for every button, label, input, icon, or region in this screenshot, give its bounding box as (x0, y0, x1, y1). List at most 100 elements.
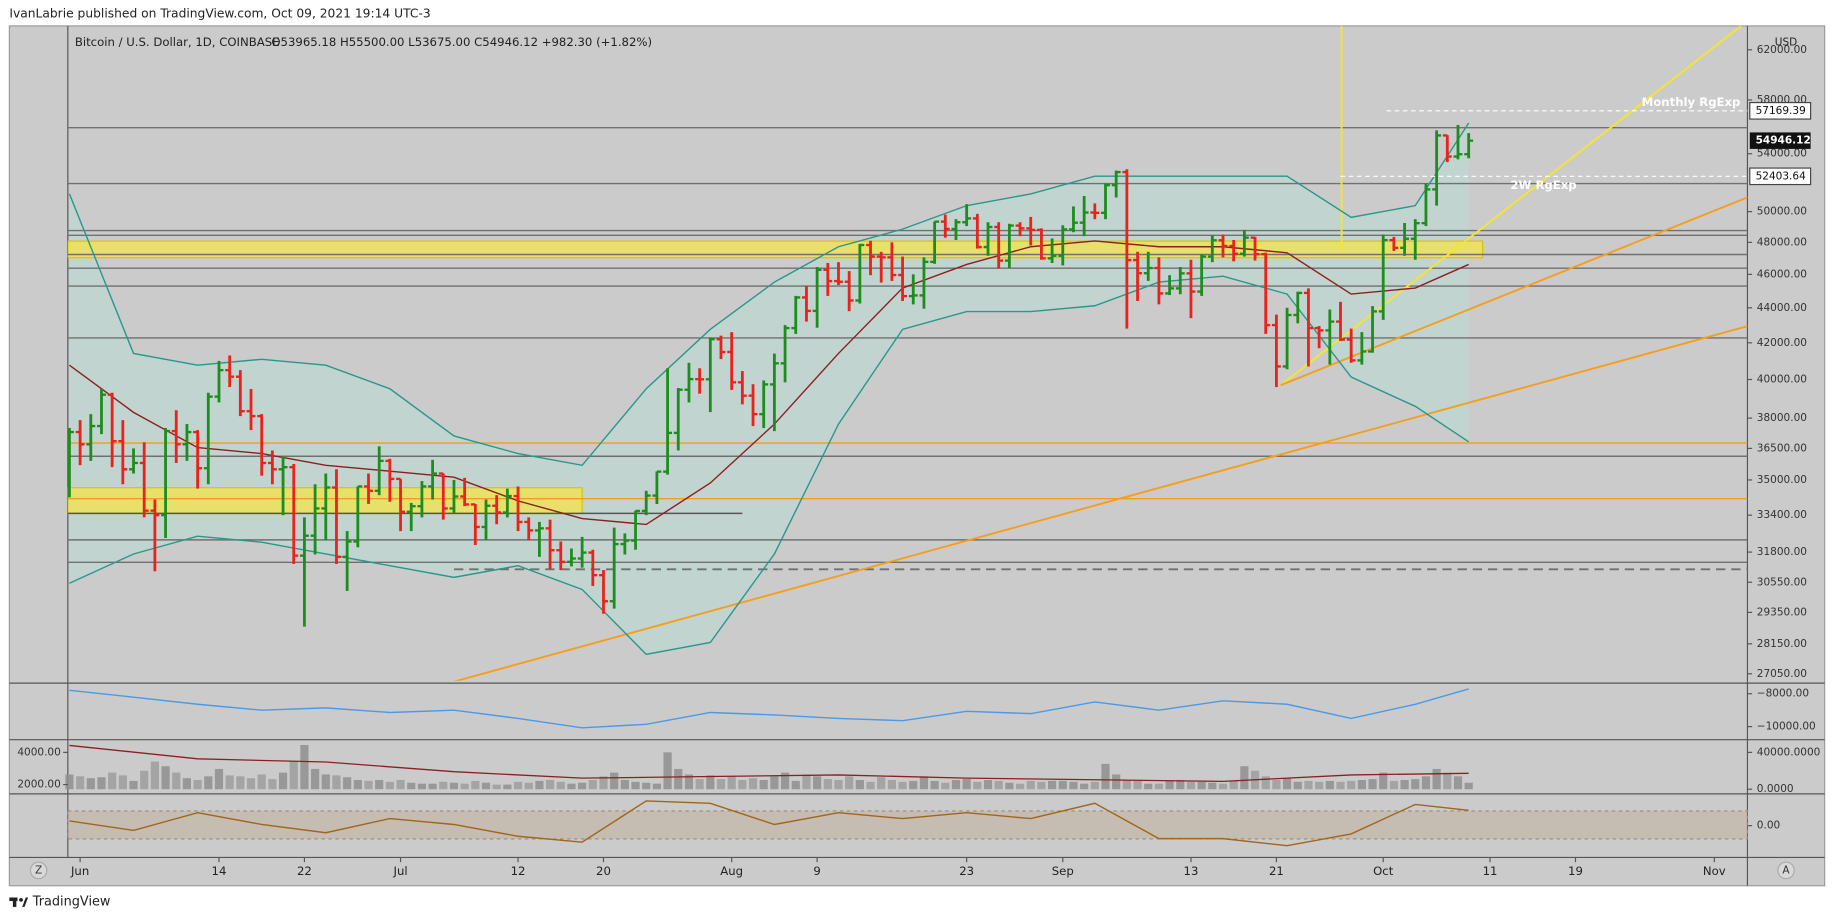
x-tick-label: 19 (1568, 864, 1583, 878)
volume-bar (172, 772, 181, 790)
volume-bar (738, 779, 747, 790)
volume-bar (1122, 779, 1131, 790)
volume-bar (428, 783, 437, 790)
x-tick-label: Aug (720, 864, 743, 878)
x-tick-label: 14 (212, 864, 227, 878)
volume-bar (684, 774, 694, 790)
volume-bar (1379, 772, 1388, 790)
main-pane (67, 25, 1748, 681)
volume-bar (449, 782, 459, 790)
ohlc-readout: O53965.18 H55500.00 L53675.00 C54946.12 … (271, 35, 652, 49)
axis-unit: USD (1775, 36, 1797, 48)
volume-bar (716, 779, 726, 790)
volume-bar (86, 778, 95, 790)
volume-bar (1368, 779, 1377, 790)
volume-bar (1443, 772, 1452, 790)
x-tick-label: 21 (1269, 864, 1284, 878)
price-tag-label: 52403.64 (1756, 170, 1806, 182)
publish-header: IvanLabrie published on TradingView.com,… (9, 7, 430, 21)
volume-bar (780, 772, 790, 790)
volume-bar (567, 783, 576, 790)
volume-bar (460, 783, 469, 790)
volume-bar (1015, 783, 1025, 790)
volume-bar (578, 782, 587, 790)
y-tick-label: 28150.00 (1757, 638, 1807, 650)
y-tick-label: 38000.00 (1757, 412, 1807, 424)
chart-layer: Bitcoin / U.S. Dollar, 1D, COINBASEO5396… (9, 25, 1825, 886)
volume-bar (140, 770, 149, 790)
y-tick-label: 48000.00 (1757, 236, 1807, 248)
last-price-label: 54946.12 (1756, 135, 1811, 147)
volume-bar (748, 778, 758, 790)
axis-button[interactable] (29, 861, 48, 880)
volume-bar (129, 780, 138, 790)
volume-bar (1411, 779, 1420, 790)
volume-bar (108, 772, 117, 790)
y-tick-label: 40000.00 (1757, 373, 1807, 385)
volume-bar (610, 772, 619, 790)
volume-bar (759, 779, 768, 790)
volume-bar (1218, 783, 1228, 790)
volume-bar (727, 776, 736, 790)
y-tick-label: 27050.00 (1757, 668, 1807, 680)
axis-button[interactable] (1777, 861, 1795, 880)
volume-bar (1336, 781, 1345, 790)
y-tick-label: 29350.00 (1757, 606, 1807, 618)
volume-bar (1197, 781, 1206, 790)
y-tick-label: 35000.00 (1757, 474, 1807, 486)
y2-tick-label: 4000.00 (17, 746, 61, 758)
volume-bar (343, 777, 352, 790)
volume-bar (1005, 782, 1014, 790)
volume-bar (599, 776, 608, 790)
logo-part (19, 897, 23, 902)
volume-bar (300, 745, 309, 790)
volume-bar (236, 776, 245, 790)
footer-brand: TradingView (32, 895, 111, 910)
volume-bar (802, 774, 811, 790)
volume-bar (65, 774, 74, 790)
volume-bar (1261, 776, 1270, 790)
volume-bar (1432, 768, 1441, 790)
y-tick-label: 36500.00 (1757, 442, 1807, 454)
volume-bar (962, 779, 971, 790)
y-tick-label: −8000.00 (1757, 688, 1810, 700)
price-tag (1749, 101, 1812, 120)
x-tick-label: Oct (1373, 864, 1394, 878)
volume-bar (588, 779, 597, 790)
volume-bar (1304, 780, 1313, 790)
volume-bar (1133, 780, 1142, 790)
volume-bar (321, 774, 330, 790)
volume-bar (877, 777, 886, 790)
volume-bar (524, 782, 533, 790)
volume-average (69, 744, 1469, 783)
volume-bar (791, 780, 800, 790)
trendline (453, 325, 1748, 681)
volume-bar (407, 782, 416, 790)
volume-bar (845, 776, 854, 790)
y-tick-label: 44000.00 (1757, 302, 1807, 314)
volume-bar (930, 780, 939, 790)
volume-bar (951, 779, 961, 790)
volume-bar (503, 784, 512, 790)
volume-bar (1293, 781, 1302, 790)
y-tick-label: 46000.00 (1757, 268, 1807, 280)
chart-title: Bitcoin / U.S. Dollar, 1D, COINBASE (75, 35, 280, 49)
volume-bar (1144, 783, 1153, 790)
volume-bar (535, 780, 544, 790)
volume-bar (364, 780, 373, 790)
volume-bar (1037, 781, 1046, 790)
volume-bar (1400, 779, 1409, 790)
volume-bar (76, 776, 85, 790)
logo-part (12, 897, 17, 907)
volume-bar (1176, 779, 1185, 790)
logo-part (22, 897, 29, 907)
volume-bar (1090, 781, 1099, 790)
volume-bar (204, 776, 213, 790)
tradingview-logo (9, 897, 29, 907)
volume-bar (642, 782, 651, 790)
x-tick-label: 22 (297, 864, 312, 878)
volume-bar (631, 781, 640, 790)
volume-bar (941, 782, 950, 790)
volume-bar (396, 779, 405, 790)
